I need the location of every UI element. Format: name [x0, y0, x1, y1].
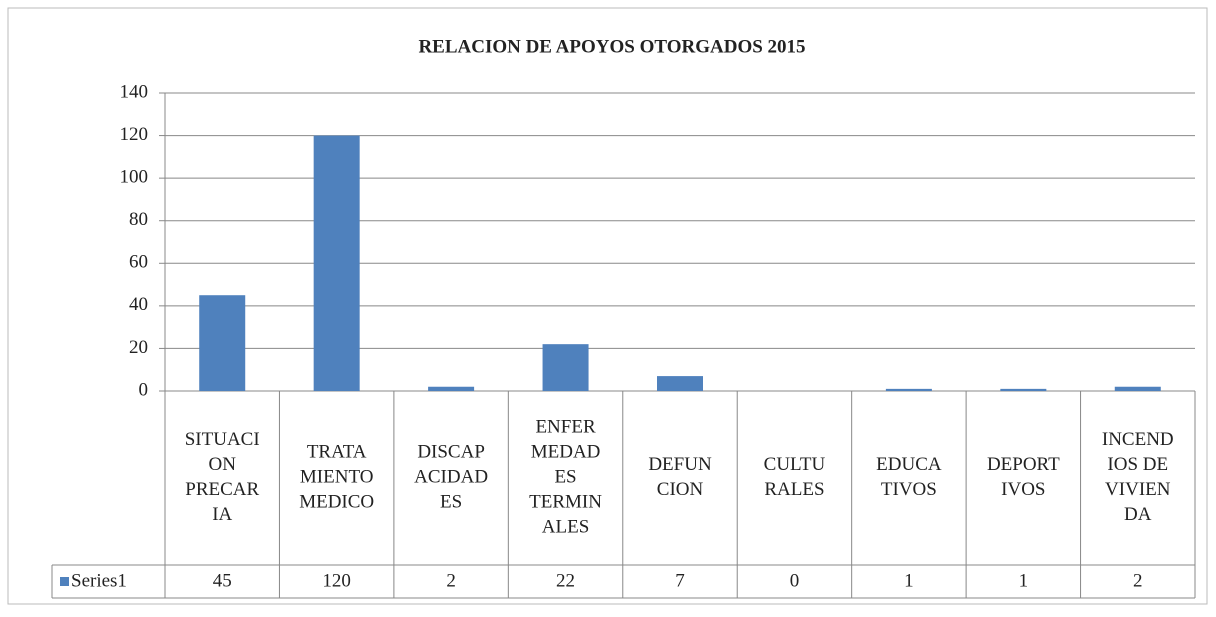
- y-tick-label: 0: [139, 379, 149, 400]
- x-tick-label: ON: [208, 454, 236, 475]
- x-tick-label: MEDAD: [531, 441, 601, 462]
- value-label: 1: [904, 570, 914, 591]
- x-tick-label: SITUACI: [185, 429, 260, 450]
- bar: [657, 376, 703, 391]
- x-tick-label: TIVOS: [881, 479, 937, 500]
- y-tick-label: 20: [129, 337, 148, 358]
- y-tick-label: 60: [129, 252, 148, 273]
- y-tick-label: 140: [120, 81, 149, 102]
- x-tick-label: PRECAR: [185, 479, 259, 500]
- x-tick-label: CULTU: [764, 454, 826, 475]
- bar: [428, 386, 475, 391]
- value-label: 22: [556, 570, 575, 591]
- x-tick-label: ACIDAD: [414, 466, 488, 487]
- x-tick-label: MEDICO: [299, 491, 374, 512]
- bar: [1000, 388, 1047, 391]
- value-label: 1: [1019, 570, 1029, 591]
- legend-label: Series1: [71, 570, 127, 591]
- x-tick-label: TERMIN: [529, 491, 602, 512]
- chart-title: RELACION DE APOYOS OTORGADOS 2015: [418, 36, 805, 57]
- x-tick-label: ENFER: [535, 416, 596, 437]
- value-label: 0: [790, 570, 800, 591]
- y-tick-label: 40: [129, 294, 148, 315]
- x-tick-label: IVOS: [1001, 479, 1045, 500]
- x-tick-label: TRATA: [307, 441, 367, 462]
- x-tick-label: MIENTO: [300, 466, 374, 487]
- x-tick-label: EDUCA: [876, 454, 942, 475]
- x-tick-label: ALES: [542, 516, 590, 537]
- value-label: 120: [322, 570, 351, 591]
- legend-swatch: [60, 577, 69, 586]
- x-tick-label: DA: [1124, 504, 1152, 525]
- x-tick-label: RALES: [764, 479, 824, 500]
- y-tick-label: 120: [120, 124, 149, 145]
- bar: [542, 344, 589, 391]
- x-tick-label: ES: [440, 491, 462, 512]
- x-tick-label: DEFUN: [648, 454, 712, 475]
- x-tick-label: CION: [657, 479, 704, 500]
- bar: [199, 295, 246, 391]
- value-label: 2: [446, 570, 456, 591]
- x-tick-label: IOS DE: [1107, 454, 1168, 475]
- bar: [1114, 386, 1161, 391]
- x-tick-label: ES: [554, 466, 576, 487]
- bar: [885, 388, 932, 391]
- y-tick-label: 100: [120, 167, 149, 188]
- value-label: 45: [213, 570, 232, 591]
- y-tick-label: 80: [129, 209, 148, 230]
- x-tick-label: DISCAP: [417, 441, 485, 462]
- value-label: 7: [675, 570, 685, 591]
- x-tick-label: INCEND: [1102, 429, 1174, 450]
- x-tick-label: DEPORT: [987, 454, 1060, 475]
- x-tick-label: IA: [212, 504, 232, 525]
- bar: [313, 135, 360, 391]
- x-tick-label: VIVIEN: [1105, 479, 1171, 500]
- value-label: 2: [1133, 570, 1143, 591]
